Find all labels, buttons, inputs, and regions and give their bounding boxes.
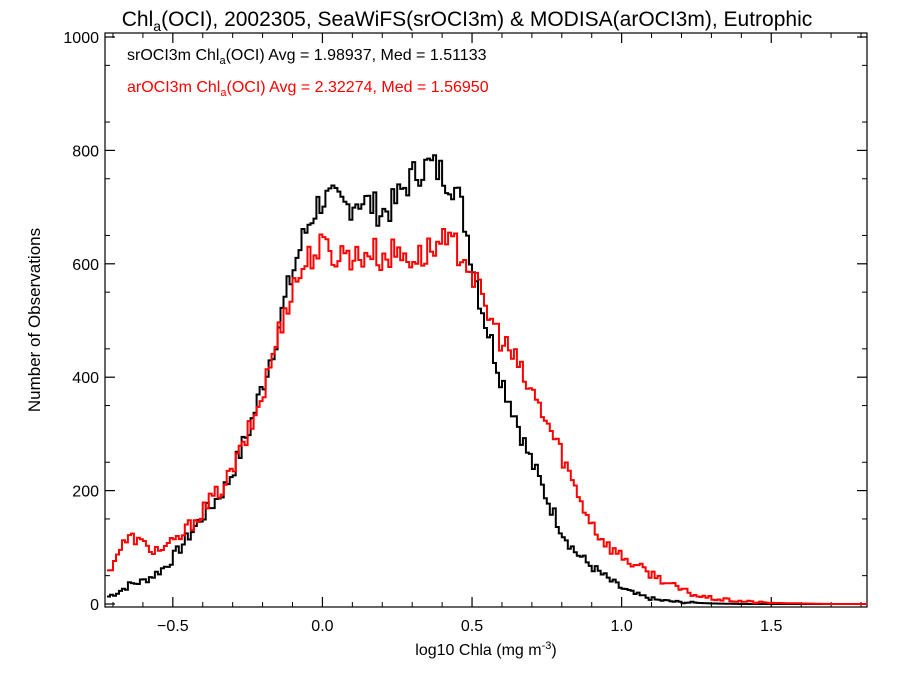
y-tick-label: 600 [72, 257, 99, 274]
x-axis-label-close: ) [551, 642, 556, 659]
y-axis-label: Number of Observations [25, 228, 44, 412]
x-tick-label: 1.0 [611, 618, 633, 635]
x-tick-label: −0.5 [157, 618, 189, 635]
x-tick-label: 0.5 [461, 618, 483, 635]
y-tick-label: 0 [90, 597, 99, 614]
plot-frame [104, 32, 868, 608]
y-tick-label: 400 [72, 370, 99, 387]
y-tick-label: 200 [72, 484, 99, 501]
series-line-arOCI3m [107, 228, 867, 605]
legend-srOCI3m-post: (OCI) Avg = 1.98937, Med = 1.51133 [226, 47, 487, 64]
legend-arOCI3m-post: (OCI) Avg = 2.32274, Med = 1.56950 [226, 79, 488, 96]
series-layer [107, 154, 867, 605]
legend-entry-srOCI3m: srOCI3m Chla(OCI) Avg = 1.98937, Med = 1… [127, 47, 487, 67]
legend-srOCI3m-pre: srOCI3m Chl [127, 47, 219, 64]
y-tick-label: 800 [72, 143, 99, 160]
x-axis-ticks: −0.5 0.0 0.5 1.0 1.5 [112, 33, 862, 635]
x-axis-label-sup: -3 [542, 640, 552, 652]
legend-entry-arOCI3m: arOCI3m Chla(OCI) Avg = 2.32274, Med = 1… [127, 79, 489, 99]
x-tick-label: 0.0 [311, 618, 333, 635]
x-axis-label-main: log10 Chla (mg m [415, 642, 541, 659]
legend-arOCI3m-pre: arOCI3m Chl [127, 79, 220, 96]
x-axis-label: log10 Chla (mg m-3) [415, 640, 556, 659]
x-tick-label: 1.5 [760, 618, 782, 635]
y-axis-ticks: 0 200 400 600 800 1000 [63, 30, 867, 614]
series-line-srOCI3m [107, 154, 867, 605]
chart-title-subscript: a [153, 18, 161, 34]
y-tick-label: 1000 [63, 30, 99, 47]
chart-title-prefix: Chl [122, 8, 154, 31]
chart-title-rest: (OCI), 2002305, SeaWiFS(srOCI3m) & MODIS… [161, 8, 812, 31]
legend-srOCI3m-sub: a [219, 55, 226, 67]
legend-arOCI3m-sub: a [220, 87, 227, 99]
chart-title: Chla(OCI), 2002305, SeaWiFS(srOCI3m) & M… [122, 8, 812, 34]
